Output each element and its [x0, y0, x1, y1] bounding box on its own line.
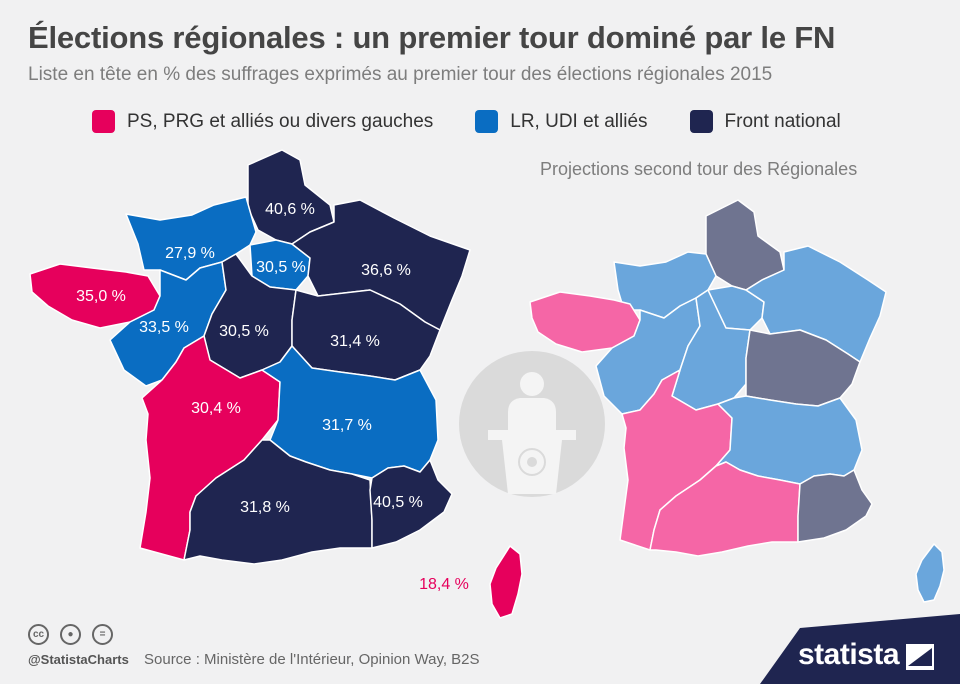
legend-swatch-left	[92, 110, 115, 133]
projection-title: Projections second tour des Régionales	[540, 159, 858, 179]
statista-wordmark[interactable]: statista	[798, 638, 900, 671]
legend: PS, PRG et alliés ou divers gauches LR, …	[92, 110, 883, 133]
cc-icon: cc	[28, 624, 49, 645]
legend-swatch-fn	[689, 110, 713, 133]
label-aquitaine: 30,4 %	[191, 400, 241, 417]
chart-subtitle: Liste en tête en % des suffrages exprimé…	[28, 64, 773, 85]
region-corse	[489, 545, 523, 619]
proj-region-midi	[649, 461, 801, 557]
legend-item-left: PS, PRG et alliés ou divers gauches	[92, 110, 433, 133]
label-corse: 18,4 %	[419, 576, 469, 593]
nd-icon: =	[92, 624, 113, 645]
legend-label-left: PS, PRG et alliés ou divers gauches	[127, 110, 434, 132]
label-rhone-alpes: 31,7 %	[322, 417, 372, 434]
proj-region-corse	[915, 543, 945, 603]
label-idf: 30,5 %	[256, 259, 306, 276]
proj-region-paca	[797, 469, 873, 543]
label-pays-loire: 33,5 %	[139, 319, 189, 336]
legend-label-fn: Front national	[724, 110, 841, 132]
label-nord: 40,6 %	[265, 201, 315, 218]
footer-source: Source : Ministère de l'Intérieur, Opini…	[144, 651, 480, 668]
by-icon: ●	[60, 624, 81, 645]
statista-brand	[760, 614, 960, 684]
label-paca: 40,5 %	[373, 494, 423, 511]
legend-item-fn: Front national	[689, 110, 841, 133]
label-est: 36,6 %	[361, 262, 411, 279]
label-centre: 30,5 %	[219, 323, 269, 340]
footer-handle[interactable]: @StatistaCharts	[28, 652, 129, 667]
projection-map	[529, 199, 945, 603]
first-round-map	[29, 149, 523, 619]
legend-swatch-right	[475, 110, 499, 133]
first-round-labels: 40,6 % 27,9 % 30,5 % 36,6 % 35,0 % 33,5 …	[76, 201, 469, 593]
region-midi	[183, 439, 373, 565]
label-bretagne: 35,0 %	[76, 288, 126, 305]
legend-label-right: LR, UDI et alliés	[510, 110, 648, 132]
label-bourgogne: 31,4 %	[330, 333, 380, 350]
politician-icon	[459, 351, 605, 497]
chart-title: Élections régionales : un premier tour d…	[28, 20, 836, 55]
label-midi: 31,8 %	[240, 499, 290, 516]
region-paca	[369, 459, 453, 549]
legend-item-right: LR, UDI et alliés	[475, 110, 648, 133]
label-normandie: 27,9 %	[165, 245, 215, 262]
